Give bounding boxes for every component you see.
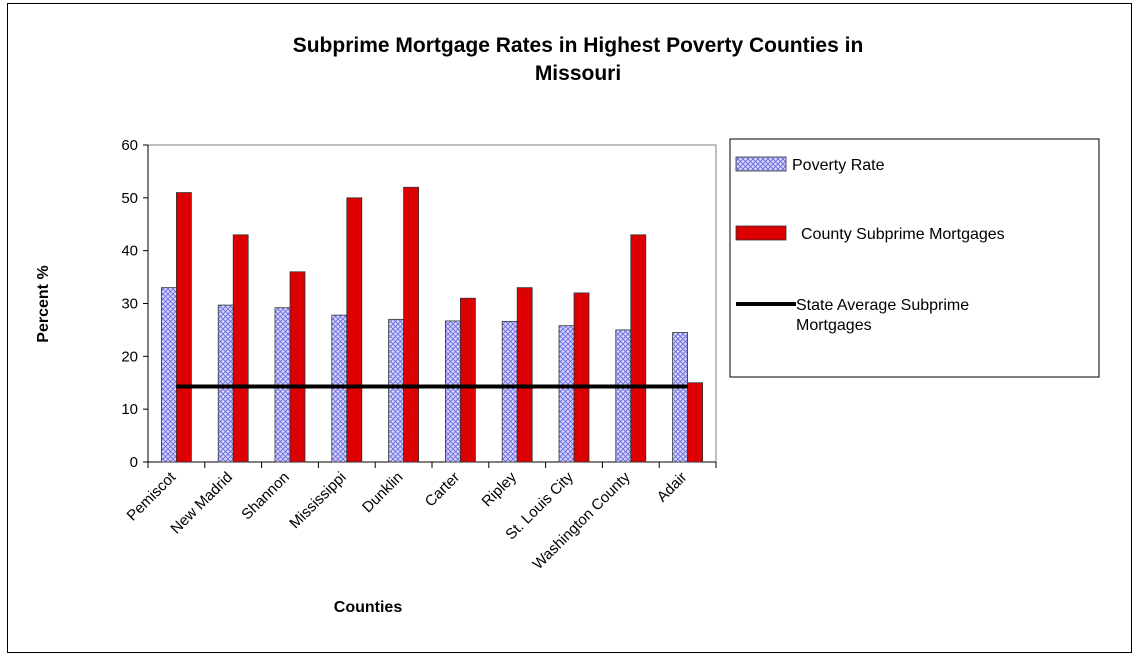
bar-poverty-rate	[160, 287, 177, 463]
y-tick-label: 20	[121, 348, 138, 365]
bar-county-subprime	[175, 192, 192, 463]
y-tick-label: 0	[130, 454, 138, 471]
legend-label-poverty-rate: Poverty Rate	[792, 157, 885, 174]
y-tick-label: 60	[121, 137, 138, 154]
bar-county-subprime	[289, 271, 306, 463]
bar-county-subprime	[573, 292, 590, 463]
y-axis: 0 10 20 30 40 50 60	[121, 137, 149, 471]
legend-swatch-county-subprime	[735, 225, 787, 241]
category-label: Carter	[422, 469, 463, 510]
bar-county-subprime	[459, 297, 476, 463]
category-label: Pemiscot	[124, 468, 180, 524]
y-axis-title: Percent %	[35, 265, 52, 342]
bar-poverty-rate	[331, 314, 348, 463]
chart-title-line-1: Subprime Mortgage Rates in Highest Pover…	[293, 34, 864, 57]
bar-county-subprime	[687, 382, 703, 463]
legend-box	[729, 138, 1100, 378]
category-label: Adair	[654, 469, 691, 506]
x-axis-title: Counties	[334, 599, 403, 616]
bars	[160, 186, 703, 463]
category-label: Ripley	[479, 468, 521, 510]
y-tick-label: 30	[121, 296, 138, 313]
bar-county-subprime	[516, 287, 533, 463]
chart-title: Subprime Mortgage Rates in Highest Pover…	[293, 34, 864, 85]
category-label: Dunklin	[359, 469, 406, 516]
bar-county-subprime	[232, 234, 249, 463]
legend: Poverty Rate County Subprime Mortgages S…	[729, 138, 1100, 378]
y-tick-label: 40	[121, 243, 138, 260]
legend-label-state-average-line-1: State Average Subprime	[796, 297, 969, 314]
y-tick-label: 50	[121, 190, 138, 207]
bar-poverty-rate	[501, 321, 518, 463]
bar-county-subprime	[346, 197, 363, 463]
category-label: Shannon	[238, 469, 292, 523]
legend-label-county-subprime: County Subprime Mortgages	[801, 226, 1005, 243]
bar-poverty-rate	[388, 318, 405, 463]
bar-poverty-rate	[672, 332, 688, 463]
bar-poverty-rate	[217, 304, 234, 463]
bar-poverty-rate	[615, 329, 632, 463]
chart-frame: Subprime Mortgage Rates in Highest Pover…	[7, 3, 1132, 653]
bar-county-subprime	[630, 234, 647, 463]
y-tick-label: 10	[121, 401, 138, 418]
category-label: New Madrid	[167, 469, 236, 538]
bar-poverty-rate	[444, 320, 461, 463]
category-label: Mississippi	[286, 469, 349, 532]
chart-svg: Subprime Mortgage Rates in Highest Pover…	[35, 34, 1100, 616]
chart-title-line-2: Missouri	[535, 62, 621, 85]
bar-county-subprime	[403, 186, 420, 463]
category-label: Washington County	[529, 468, 634, 573]
legend-swatch-poverty-rate	[735, 156, 787, 172]
bar-poverty-rate	[558, 325, 575, 463]
legend-label-state-average-line-2: Mortgages	[796, 317, 872, 334]
x-axis	[147, 461, 717, 468]
